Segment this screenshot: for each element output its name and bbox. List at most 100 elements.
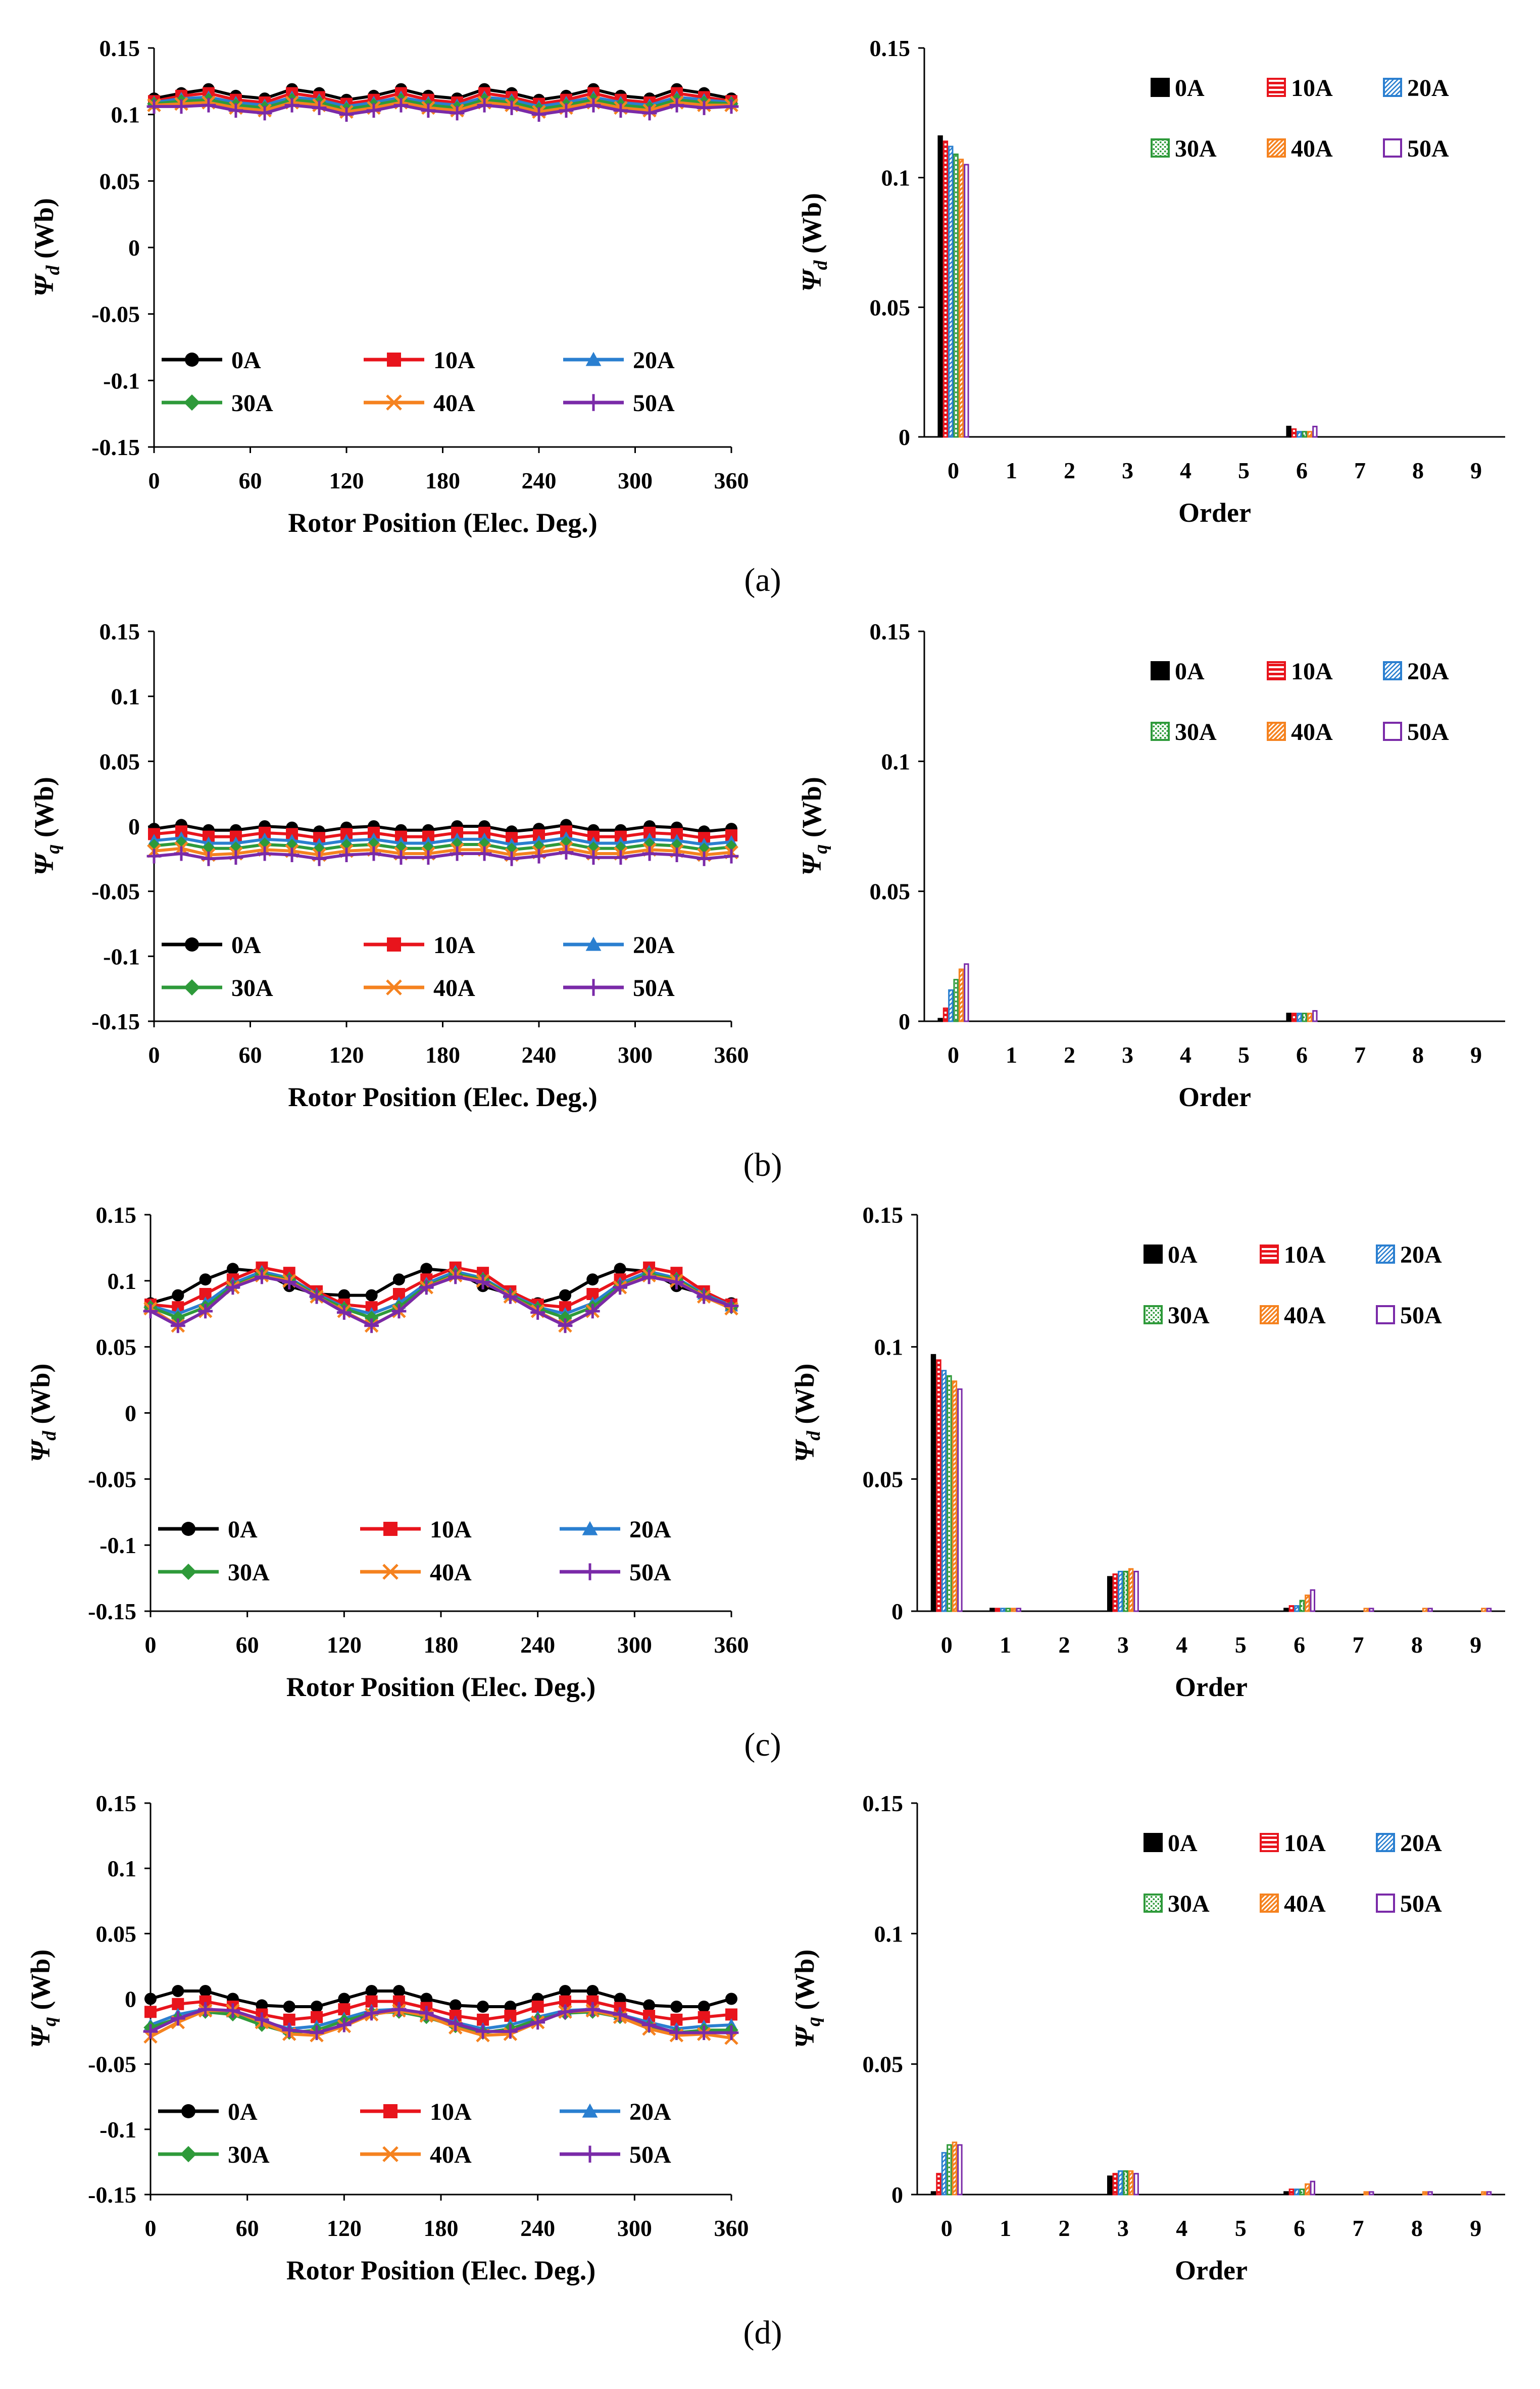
legend-item-10A: 10A [360, 1516, 472, 1543]
marker-circle [256, 1999, 268, 2012]
marker-plus [504, 851, 519, 866]
marker-plus [170, 2011, 185, 2026]
legend-label: 40A [433, 390, 475, 417]
marker-circle [338, 1993, 351, 2005]
bar-30A-order-0 [947, 1375, 952, 1612]
marker-circle [311, 2001, 323, 2013]
x-axis-title: Rotor Position (Elec. Deg.) [288, 1082, 597, 1112]
legend-item-30A: 30A [1144, 1890, 1210, 1917]
legend-swatch [1383, 78, 1402, 97]
legend-swatch [1151, 661, 1170, 680]
marker-plus [558, 1318, 573, 1333]
x-tick-label: 60 [239, 1042, 262, 1068]
marker-plus [450, 106, 465, 121]
bar-10A-order-0 [942, 1007, 949, 1022]
y-tick-label: 0.1 [881, 165, 911, 191]
legend-item-30A: 30A [162, 975, 273, 1002]
marker-plus [697, 101, 712, 115]
x-tick-label: 240 [520, 2215, 555, 2241]
y-tick-label: -0.05 [91, 302, 140, 327]
bar-20A-order-3 [1117, 1571, 1123, 1612]
legend-label: 40A [1284, 1302, 1326, 1329]
legend-item-40A: 40A [360, 1559, 472, 1586]
y-axis-symbol: Ψ [29, 852, 59, 876]
marker-diamond [180, 2146, 197, 2163]
marker-plus [724, 99, 739, 114]
legend-label: 0A [231, 347, 261, 374]
bar-50A-order-9 [1486, 2191, 1492, 2196]
marker-circle [725, 1993, 737, 2005]
bar-0A-order-3 [1107, 2175, 1113, 2196]
y-tick-label: 0.1 [874, 1334, 904, 1360]
bar-0A-order-0 [937, 1018, 943, 1022]
legend-item-0A: 0A [1151, 658, 1205, 685]
y-axis-subscript: q [803, 2017, 824, 2026]
panel-c-left: 0.15 0.1 0.05 0 -0.05 -0.1 -0.15 0 60 120 180 240 30… [25, 1202, 749, 1702]
marker-plus [585, 2002, 600, 2017]
x-tick-label: 7 [1354, 1042, 1366, 1068]
panel-b-left: 0.15 0.1 0.05 0 -0.05 -0.1 -0.15 0 60 120 180 240 30… [29, 619, 749, 1112]
series-50A [146, 97, 739, 122]
legend-label: 0A [228, 1516, 258, 1543]
marker-plus [669, 97, 684, 113]
caption-d: (d) [743, 2314, 782, 2351]
legend-label: 30A [1168, 1890, 1210, 1917]
legend-swatch [1376, 1245, 1395, 1264]
series-line-40A [154, 847, 732, 857]
bar-40A-order-6 [1307, 431, 1313, 438]
bar-30A-order-1 [1005, 1608, 1011, 1612]
x-tick-label: 5 [1238, 458, 1250, 483]
bar-30A-order-0 [953, 153, 959, 438]
legend-label: 10A [1284, 1241, 1326, 1268]
y-tick-label: 0.05 [96, 1921, 137, 1947]
x-tick-label: 300 [618, 468, 653, 493]
bar-50A-order-8 [1427, 1608, 1433, 1612]
legend-item-50A: 50A [1376, 1302, 1442, 1329]
y-axis-unit: (Wb) [797, 777, 827, 844]
legend-label: 0A [231, 932, 261, 959]
bar-50A-order-6 [1312, 425, 1318, 438]
y-tick-label: 0.1 [108, 1268, 137, 1294]
x-tick-label: 3 [1122, 1042, 1133, 1068]
x-tick-label: 360 [714, 468, 749, 493]
marker-plus [170, 1318, 185, 1333]
y-tick-label: 0.15 [870, 619, 911, 644]
legend-label: 40A [430, 2142, 472, 2168]
marker-circle [365, 1985, 378, 1997]
marker-diamond [180, 1563, 197, 1580]
y-tick-label: 0 [899, 424, 910, 450]
x-tick-label: 180 [425, 1042, 460, 1068]
y-tick-label: -0.05 [88, 1466, 136, 1492]
marker-plus [284, 97, 300, 113]
x-tick-label: 60 [236, 2215, 259, 2241]
marker-plus [641, 2017, 657, 2032]
y-tick-label: 0.05 [100, 749, 140, 774]
legend-swatch [1267, 78, 1286, 97]
y-axis-subscript: d [810, 260, 831, 270]
x-tick-label: 8 [1411, 1632, 1423, 1658]
marker-plus [339, 107, 354, 122]
series-50A [143, 1269, 739, 1333]
series-0A [144, 1985, 737, 2013]
legend-label: 10A [430, 1516, 472, 1543]
x-tick-label: 8 [1412, 458, 1424, 483]
legend-swatch [1267, 722, 1286, 741]
y-tick-label: -0.15 [88, 2182, 136, 2208]
marker-plus [586, 97, 601, 113]
marker-plus [312, 851, 327, 866]
bar-40A-order-9 [1481, 2191, 1486, 2196]
x-tick-label: 0 [948, 458, 959, 483]
legend-item-20A: 20A [563, 347, 675, 374]
bar-0A-order-6 [1283, 1608, 1289, 1612]
x-tick-label: 5 [1235, 1632, 1247, 1658]
marker-circle [392, 1273, 405, 1286]
series-line-20A [154, 95, 732, 108]
marker-plus [198, 2002, 213, 2017]
legend-item-40A: 40A [1267, 719, 1333, 745]
panel-a-left: 0.15 0.1 0.05 0 -0.05 -0.1 -0.15 0 60 120 180 240 30… [29, 35, 749, 538]
bar-0A-order-1 [989, 1608, 995, 1612]
y-tick-label: 0.05 [863, 2052, 904, 2077]
legend-item-0A: 0A [158, 1516, 258, 1543]
y-tick-label: -0.1 [103, 943, 140, 969]
legend-swatch [1151, 78, 1170, 97]
